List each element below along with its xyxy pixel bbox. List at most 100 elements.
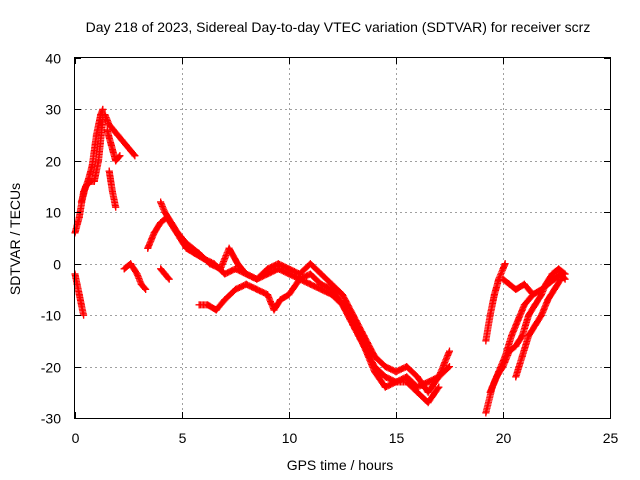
data-point xyxy=(360,342,368,350)
data-point xyxy=(306,260,314,268)
data-point xyxy=(542,280,550,288)
data-point xyxy=(112,203,120,211)
series-mid-a xyxy=(120,260,150,293)
data-point xyxy=(174,229,182,237)
data-point xyxy=(276,296,284,304)
data-point xyxy=(371,368,379,376)
data-point xyxy=(381,383,389,391)
series-trace-mid-e xyxy=(195,275,443,407)
data-point xyxy=(108,188,116,196)
data-point xyxy=(482,337,490,345)
data-point xyxy=(531,301,539,309)
data-point xyxy=(285,291,293,299)
data-point xyxy=(525,311,533,319)
data-point xyxy=(360,332,368,340)
data-point xyxy=(105,121,113,129)
data-point xyxy=(137,280,145,288)
data-point xyxy=(112,157,120,165)
data-point xyxy=(424,399,432,407)
data-point xyxy=(144,244,152,252)
data-point xyxy=(501,260,509,268)
x-tick-label: 0 xyxy=(72,430,80,446)
series-mid-c xyxy=(157,198,453,396)
data-point xyxy=(306,270,314,278)
data-point xyxy=(127,260,135,268)
data-point xyxy=(221,270,229,278)
series-late-a xyxy=(482,260,509,345)
data-point xyxy=(234,260,242,268)
data-point xyxy=(339,301,346,309)
data-point xyxy=(161,270,169,278)
data-point xyxy=(82,183,90,191)
data-point xyxy=(525,332,533,340)
data-point xyxy=(435,383,443,391)
data-point xyxy=(75,213,83,221)
data-point xyxy=(107,141,115,149)
data-point xyxy=(544,296,552,304)
data-point xyxy=(217,265,225,273)
data-point xyxy=(95,157,103,165)
series-late-d xyxy=(499,275,537,299)
data-point xyxy=(371,352,379,360)
data-point xyxy=(264,291,272,299)
data-point xyxy=(413,373,421,381)
y-tick-label: 30 xyxy=(45,102,61,118)
data-point xyxy=(167,219,175,227)
data-point xyxy=(514,316,522,324)
data-point xyxy=(80,311,88,319)
data-point xyxy=(253,275,261,283)
data-point xyxy=(403,363,411,371)
data-point xyxy=(328,291,336,299)
data-point xyxy=(182,239,190,247)
data-point xyxy=(512,373,520,381)
data-point xyxy=(531,321,539,329)
data-point xyxy=(446,363,453,371)
x-tick-label: 15 xyxy=(389,430,405,446)
series-late-e xyxy=(512,275,565,381)
data-point xyxy=(512,285,520,293)
data-point xyxy=(212,306,220,314)
data-point xyxy=(518,332,526,340)
data-point xyxy=(75,291,83,299)
series-late-c xyxy=(486,265,569,396)
data-point xyxy=(508,332,516,340)
data-point xyxy=(548,270,556,278)
x-tick-label: 10 xyxy=(282,430,298,446)
series-peak-drop xyxy=(105,167,120,211)
y-tick-label: -20 xyxy=(41,360,61,376)
data-point xyxy=(482,409,490,417)
data-point xyxy=(538,311,546,319)
data-point xyxy=(105,167,113,175)
data-point xyxy=(204,301,212,309)
data-point xyxy=(512,342,520,350)
series-trace-mid-a xyxy=(120,260,150,293)
y-axis-ticks: -30 -20 -10 0 10 20 30 40 xyxy=(41,51,610,427)
data-point xyxy=(99,105,107,113)
data-point xyxy=(118,136,126,144)
plot-frame xyxy=(74,57,611,419)
series-mid-d xyxy=(157,265,173,283)
data-point xyxy=(165,275,173,283)
data-point xyxy=(328,280,336,288)
data-point xyxy=(157,265,165,273)
data-point xyxy=(317,270,325,278)
data-point xyxy=(446,347,453,355)
y-tick-label: 0 xyxy=(53,257,61,273)
data-point xyxy=(101,111,109,119)
x-axis-ticks: 0 5 10 15 20 25 xyxy=(72,58,618,446)
data-point xyxy=(403,378,411,386)
data-point xyxy=(518,352,526,360)
data-point xyxy=(499,275,507,283)
data-point xyxy=(557,275,565,283)
data-point xyxy=(225,244,233,252)
data-point xyxy=(381,363,389,371)
data-point xyxy=(116,152,124,160)
data-point xyxy=(505,280,513,288)
data-point xyxy=(195,301,203,309)
data-point xyxy=(110,126,118,134)
data-marks xyxy=(71,105,569,417)
data-point xyxy=(349,311,357,319)
data-point xyxy=(413,388,421,396)
